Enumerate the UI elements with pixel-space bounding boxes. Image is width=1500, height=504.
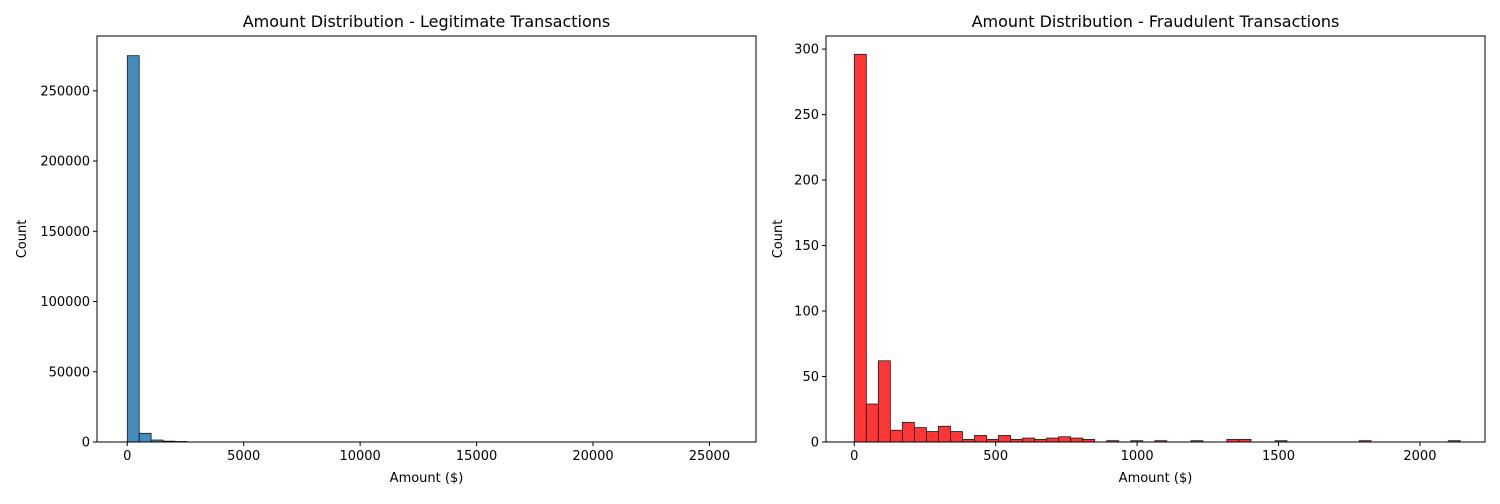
plot-frame [826, 36, 1485, 442]
histogram-bar [878, 361, 890, 442]
x-tick-label: 10000 [339, 449, 380, 464]
histogram-bar [139, 433, 151, 442]
histogram-bar [938, 426, 950, 442]
x-tick-label: 5000 [227, 449, 260, 464]
y-tick-label: 300 [794, 43, 819, 58]
histogram-bar [999, 435, 1011, 442]
plot-frame [97, 36, 756, 442]
x-tick-label: 500 [983, 449, 1008, 464]
histogram-bar [974, 435, 986, 442]
chart-fraudulent: Amount Distribution - Fraudulent Transac… [771, 12, 1485, 486]
y-axis-label: Count [771, 220, 786, 259]
y-tick-label: 150 [794, 239, 819, 254]
y-tick-label: 250 [794, 108, 819, 123]
chart-legitimate: Amount Distribution - Legitimate Transac… [15, 12, 756, 486]
y-tick-label: 250000 [40, 84, 90, 99]
x-tick-label: 1500 [1262, 449, 1295, 464]
histogram-bar [1059, 437, 1071, 442]
y-tick-label: 150000 [40, 225, 90, 240]
histogram-bar [1047, 438, 1059, 442]
y-tick-label: 0 [811, 436, 819, 451]
histogram-bar [854, 54, 866, 442]
histogram-bar [890, 430, 902, 442]
chart-title: Amount Distribution - Legitimate Transac… [243, 12, 611, 31]
x-tick-label: 0 [123, 449, 131, 464]
plot-area: 0 500 1000 1500 2000 0 50 100 150 200 250 300 [794, 43, 1460, 464]
x-tick-label: 1000 [1121, 449, 1154, 464]
y-tick-label: 100 [794, 305, 819, 320]
histogram-bar [866, 404, 878, 442]
x-tick-label: 20000 [572, 449, 613, 464]
histogram-bar [950, 432, 962, 442]
y-tick-label: 0 [82, 436, 90, 451]
y-tick-label: 50000 [49, 365, 90, 380]
chart-title: Amount Distribution - Fraudulent Transac… [972, 12, 1340, 31]
x-tick-label: 25000 [689, 449, 730, 464]
histogram-bar [902, 422, 914, 442]
y-tick-label: 200 [794, 174, 819, 189]
y-tick-label: 50 [802, 370, 819, 385]
x-axis-label: Amount ($) [390, 471, 464, 486]
y-axis-label: Count [15, 220, 30, 259]
x-tick-label: 0 [850, 449, 858, 464]
y-tick-label: 100000 [40, 295, 90, 310]
histogram-bar [1071, 438, 1083, 442]
histogram-bar [1023, 438, 1035, 442]
x-tick-label: 2000 [1403, 449, 1436, 464]
histogram-bar [914, 428, 926, 442]
histogram-bar [926, 432, 938, 442]
x-tick-label: 15000 [456, 449, 497, 464]
y-tick-label: 200000 [40, 155, 90, 170]
histogram-bar [127, 56, 139, 442]
x-axis-label: Amount ($) [1119, 471, 1193, 486]
